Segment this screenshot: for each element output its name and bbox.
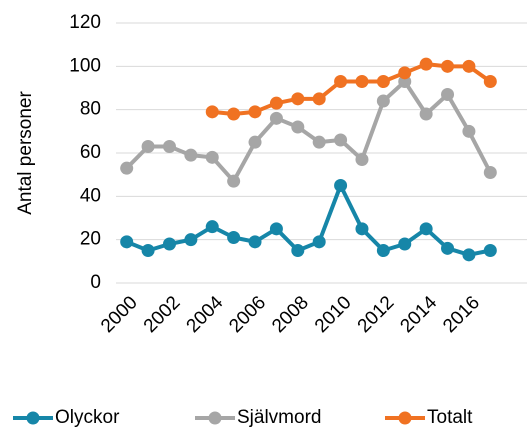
x-tick-label: 2002 xyxy=(140,292,185,337)
data-point xyxy=(355,222,369,236)
data-point xyxy=(483,166,497,179)
legend-marker xyxy=(398,411,412,425)
data-point xyxy=(355,153,369,166)
x-tick-label: 2016 xyxy=(439,292,484,337)
x-tick-label: 2012 xyxy=(354,292,399,337)
data-point xyxy=(462,248,476,262)
data-point xyxy=(120,235,134,249)
data-point xyxy=(269,111,283,125)
x-tick-label: 2010 xyxy=(311,292,356,337)
x-tick-label: 2006 xyxy=(225,292,270,337)
x-tick-label: 2000 xyxy=(97,292,142,337)
data-point xyxy=(227,107,241,121)
data-point xyxy=(291,120,305,134)
series-line xyxy=(125,79,493,184)
data-point xyxy=(141,244,155,257)
data-point xyxy=(419,107,433,121)
data-point xyxy=(419,222,433,236)
data-point xyxy=(312,92,326,106)
data-point xyxy=(248,105,262,119)
data-point xyxy=(483,75,497,88)
y-axis-title: Antal personer xyxy=(15,91,36,215)
data-point xyxy=(441,88,455,101)
data-point xyxy=(120,161,134,175)
data-point xyxy=(376,244,390,257)
legend-label: Självmord xyxy=(237,407,321,428)
x-tick-label: 2014 xyxy=(396,292,441,337)
y-tick-label: 100 xyxy=(69,55,101,76)
data-point xyxy=(419,57,433,71)
data-point xyxy=(355,75,369,88)
data-point xyxy=(376,75,390,88)
data-point xyxy=(184,148,198,162)
data-point xyxy=(334,133,348,147)
data-point xyxy=(184,233,198,247)
y-tick-label: 20 xyxy=(80,229,101,250)
data-point xyxy=(462,59,476,73)
y-tick-label: 40 xyxy=(80,185,101,206)
legend-marker xyxy=(26,411,40,425)
data-point xyxy=(269,96,283,110)
y-tick-label: 60 xyxy=(80,142,101,163)
data-point xyxy=(312,235,326,249)
y-tick-label: 80 xyxy=(80,99,101,120)
x-tick-label: 2008 xyxy=(268,292,313,337)
data-point xyxy=(441,241,455,255)
data-point xyxy=(162,237,176,251)
data-point xyxy=(141,140,155,153)
data-point xyxy=(205,150,219,164)
data-point xyxy=(162,140,176,153)
data-point xyxy=(398,66,412,80)
data-point xyxy=(334,75,348,88)
data-point xyxy=(441,59,455,73)
data-point xyxy=(248,135,262,149)
data-point xyxy=(291,92,305,106)
data-point xyxy=(334,179,348,192)
data-point xyxy=(227,231,241,244)
data-point xyxy=(483,244,497,257)
legend-label: Totalt xyxy=(427,407,473,428)
y-tick-label: 0 xyxy=(90,272,101,293)
data-point xyxy=(291,244,305,257)
data-point xyxy=(312,135,326,149)
legend-marker xyxy=(208,411,222,425)
legend-label: Olyckor xyxy=(55,407,120,428)
data-point xyxy=(462,124,476,138)
data-point xyxy=(398,237,412,251)
data-point xyxy=(376,94,390,108)
data-point xyxy=(269,222,283,236)
y-tick-label: 120 xyxy=(69,12,101,33)
data-point xyxy=(205,220,219,234)
data-point xyxy=(205,105,219,119)
data-point xyxy=(248,235,262,249)
x-tick-label: 2004 xyxy=(183,292,228,337)
data-point xyxy=(227,174,241,188)
